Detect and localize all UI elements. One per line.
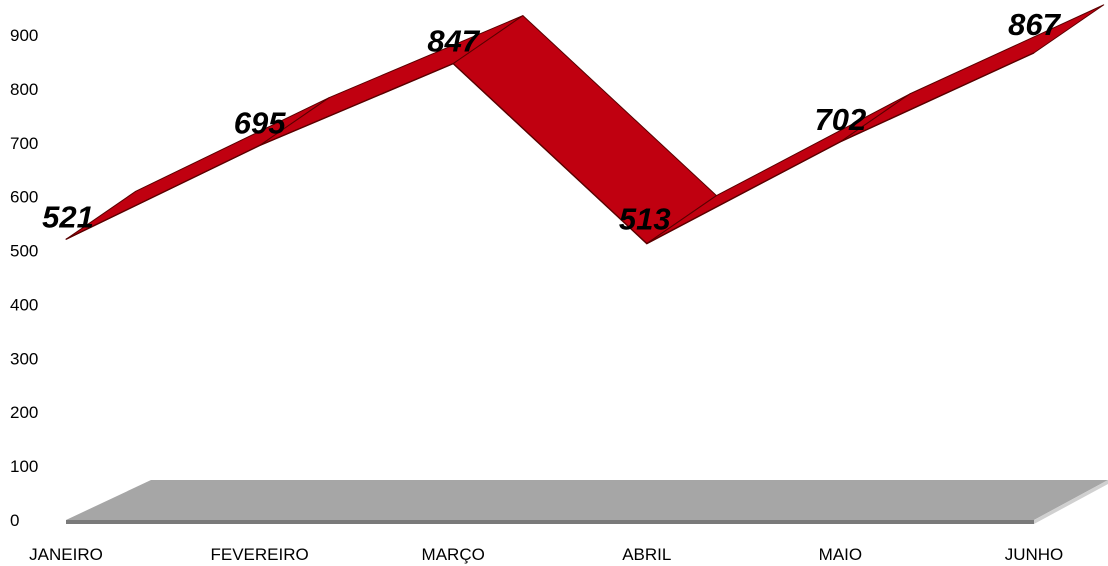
x-tick-label: JANEIRO — [29, 545, 103, 564]
y-tick-label: 600 — [10, 188, 38, 207]
y-tick-label: 700 — [10, 134, 38, 153]
y-tick-label: 500 — [10, 242, 38, 261]
data-label: 702 — [815, 102, 867, 137]
x-tick-label: MAIO — [819, 545, 862, 564]
data-label: 521 — [42, 199, 94, 234]
y-axis: 0 100 200 300 400 500 600 700 800 900 — [10, 26, 38, 530]
ribbon-segment — [65, 97, 330, 240]
series-ribbon — [65, 4, 1105, 245]
floor-front — [66, 520, 1034, 524]
series-line — [65, 52, 1035, 245]
x-tick-label: FEVEREIRO — [210, 545, 308, 564]
data-label: 695 — [234, 106, 286, 141]
y-tick-label: 300 — [10, 349, 38, 368]
x-tick-label: ABRIL — [622, 545, 671, 564]
ribbon-segment — [452, 15, 717, 245]
x-tick-label: MARÇO — [422, 545, 485, 564]
data-label: 867 — [1008, 7, 1061, 42]
chart-floor — [66, 480, 1108, 524]
floor-side — [1034, 480, 1108, 524]
data-label: 847 — [427, 24, 480, 59]
y-tick-label: 200 — [10, 403, 38, 422]
data-labels: 521 695 847 513 702 867 — [42, 7, 1061, 237]
x-axis: JANEIRO FEVEREIRO MARÇO ABRIL MAIO JUNHO — [29, 545, 1063, 564]
y-tick-label: 400 — [10, 295, 38, 314]
y-tick-label: 900 — [10, 26, 38, 45]
y-tick-label: 100 — [10, 457, 38, 476]
ribbon-segment — [839, 4, 1105, 143]
y-tick-label: 800 — [10, 80, 38, 99]
x-tick-label: JUNHO — [1005, 545, 1064, 564]
y-tick-label: 0 — [10, 511, 19, 530]
data-label: 513 — [619, 202, 671, 237]
floor-top — [66, 480, 1108, 520]
